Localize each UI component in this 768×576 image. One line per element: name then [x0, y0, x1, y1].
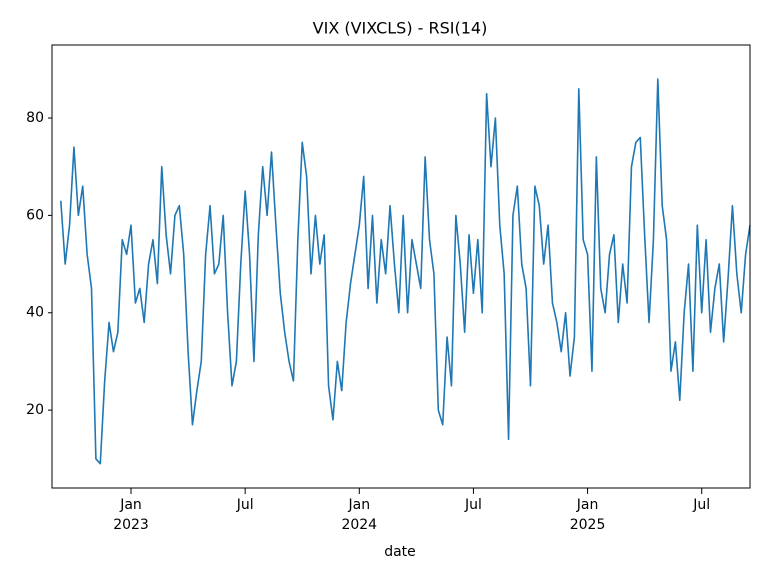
- y-tick-label: 60: [26, 207, 44, 223]
- y-tick-label: 20: [26, 402, 44, 418]
- series-line: [59, 78, 751, 465]
- chart-title: VIX (VIXCLS) - RSI(14): [313, 19, 488, 38]
- x-tick-label: Jul: [693, 497, 711, 513]
- x-axis-label: date: [384, 544, 416, 560]
- y-tick-label: 80: [26, 110, 44, 126]
- x-tick-label: Jul: [464, 497, 482, 513]
- y-tick-label: 40: [26, 305, 44, 321]
- x-tick-label: Jan 2023: [113, 497, 149, 533]
- x-tick-label: Jul: [236, 497, 254, 513]
- x-tick-label: Jan 2025: [569, 497, 606, 533]
- plot-frame: [51, 44, 751, 489]
- x-tick-label: Jan 2024: [341, 497, 378, 533]
